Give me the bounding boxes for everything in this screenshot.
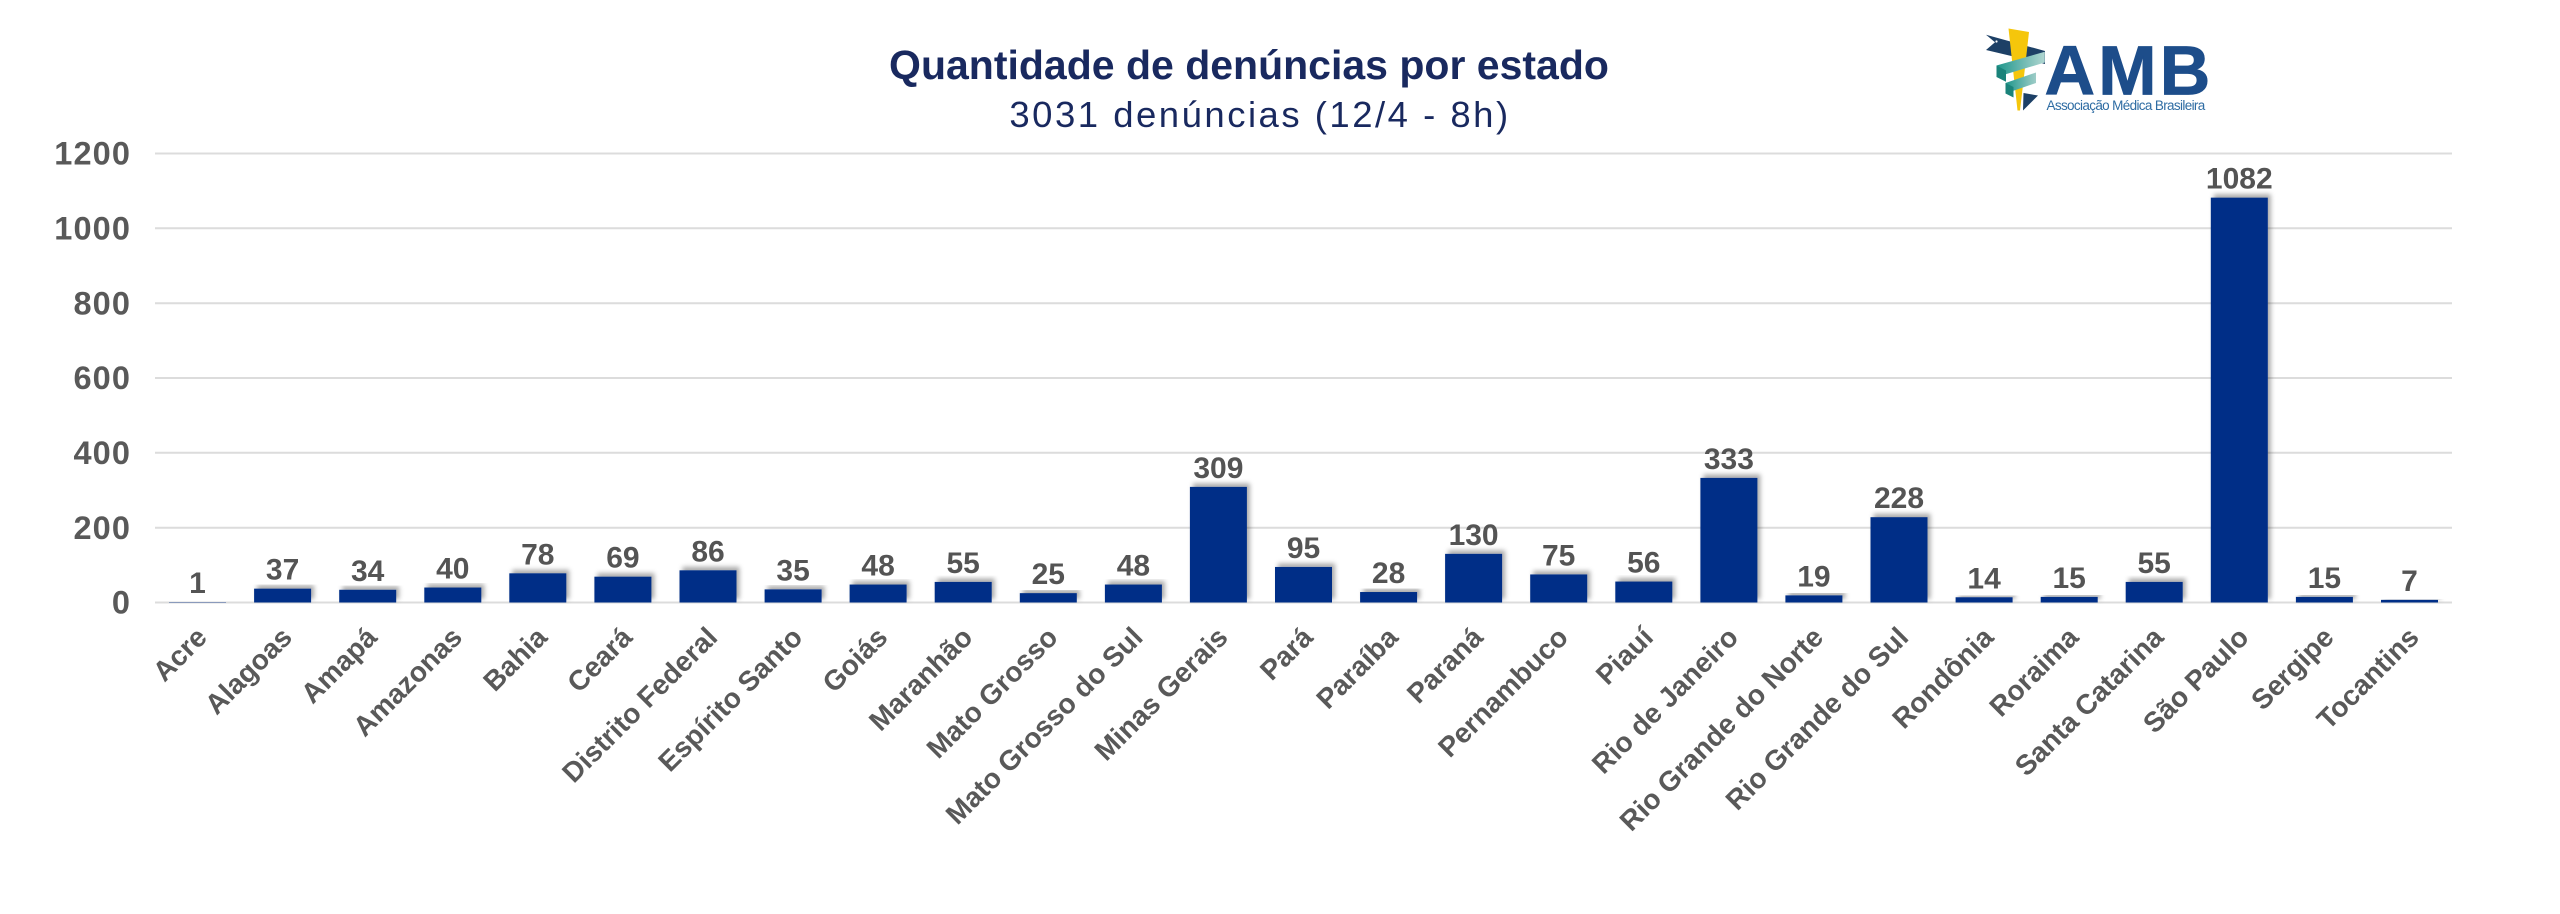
svg-text:19: 19 — [1797, 560, 1830, 593]
svg-text:600: 600 — [73, 360, 131, 396]
svg-text:Quantidade de denúncias por es: Quantidade de denúncias por estado — [889, 42, 1609, 88]
svg-text:48: 48 — [861, 550, 894, 583]
svg-text:309: 309 — [1193, 452, 1243, 485]
svg-text:95: 95 — [1287, 532, 1320, 565]
svg-text:15: 15 — [2053, 562, 2086, 595]
svg-text:28: 28 — [1372, 557, 1405, 590]
svg-text:7: 7 — [2401, 565, 2418, 598]
svg-text:3031 denúncias (12/4 - 8h): 3031 denúncias (12/4 - 8h) — [1009, 94, 1510, 135]
svg-text:55: 55 — [947, 547, 980, 580]
svg-text:Associação Médica Brasileira: Associação Médica Brasileira — [2047, 98, 2206, 113]
svg-text:86: 86 — [691, 535, 724, 568]
svg-text:55: 55 — [2138, 547, 2171, 580]
svg-text:37: 37 — [266, 554, 299, 587]
svg-text:25: 25 — [1032, 558, 1065, 591]
svg-text:800: 800 — [73, 285, 131, 321]
svg-text:333: 333 — [1704, 443, 1754, 476]
svg-text:1: 1 — [189, 567, 206, 600]
svg-text:78: 78 — [521, 538, 554, 571]
svg-text:1000: 1000 — [54, 211, 131, 247]
svg-text:1082: 1082 — [2206, 163, 2273, 196]
svg-text:200: 200 — [73, 510, 131, 546]
svg-text:1200: 1200 — [54, 136, 131, 172]
svg-text:34: 34 — [351, 555, 385, 588]
svg-text:400: 400 — [73, 435, 131, 471]
svg-text:56: 56 — [1627, 547, 1660, 580]
svg-text:35: 35 — [776, 554, 809, 587]
svg-text:130: 130 — [1449, 519, 1499, 552]
svg-text:228: 228 — [1874, 482, 1924, 515]
svg-text:69: 69 — [606, 542, 639, 575]
svg-text:40: 40 — [436, 553, 469, 586]
svg-text:14: 14 — [1967, 562, 2001, 595]
svg-text:0: 0 — [112, 585, 131, 621]
svg-text:48: 48 — [1117, 550, 1150, 583]
svg-text:75: 75 — [1542, 539, 1575, 572]
svg-text:15: 15 — [2308, 562, 2341, 595]
